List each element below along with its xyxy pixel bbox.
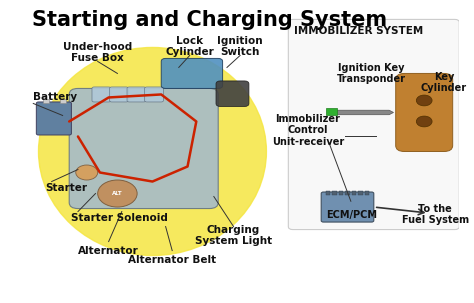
Circle shape xyxy=(98,180,137,207)
Bar xyxy=(365,191,369,195)
Text: Key
Cylinder: Key Cylinder xyxy=(421,72,467,93)
FancyBboxPatch shape xyxy=(161,58,223,88)
FancyBboxPatch shape xyxy=(36,102,72,135)
Text: Starter: Starter xyxy=(45,182,87,192)
FancyBboxPatch shape xyxy=(396,73,453,152)
Ellipse shape xyxy=(38,48,266,255)
Bar xyxy=(345,191,350,195)
Bar xyxy=(352,191,356,195)
Circle shape xyxy=(416,95,432,106)
FancyArrow shape xyxy=(328,110,393,115)
Text: IMMOBILIZER SYSTEM: IMMOBILIZER SYSTEM xyxy=(294,26,423,36)
FancyBboxPatch shape xyxy=(69,88,218,208)
FancyBboxPatch shape xyxy=(288,19,459,230)
Text: Alternator Belt: Alternator Belt xyxy=(128,255,216,265)
FancyBboxPatch shape xyxy=(92,87,111,102)
Bar xyxy=(339,191,343,195)
Circle shape xyxy=(76,165,98,180)
Text: Alternator: Alternator xyxy=(78,245,139,255)
Text: Ignition
Switch: Ignition Switch xyxy=(217,36,263,57)
FancyBboxPatch shape xyxy=(109,87,128,102)
Text: ECM/PCM: ECM/PCM xyxy=(327,210,377,220)
Bar xyxy=(43,99,49,103)
Bar xyxy=(326,191,330,195)
Text: Starter Solenoid: Starter Solenoid xyxy=(72,212,168,222)
Text: Under-hood
Fuse Box: Under-hood Fuse Box xyxy=(63,42,132,63)
Text: To the
Fuel System: To the Fuel System xyxy=(401,204,469,225)
FancyBboxPatch shape xyxy=(216,81,249,106)
Text: Immobilizer
Control
Unit-receiver: Immobilizer Control Unit-receiver xyxy=(272,114,344,147)
FancyBboxPatch shape xyxy=(127,87,146,102)
Text: Lock
Cylinder: Lock Cylinder xyxy=(165,36,214,57)
Text: Battery: Battery xyxy=(33,92,77,102)
Text: ALT: ALT xyxy=(112,191,123,196)
Circle shape xyxy=(416,116,432,127)
Bar xyxy=(326,108,337,115)
Text: Charging
System Light: Charging System Light xyxy=(195,225,272,246)
Bar xyxy=(332,191,337,195)
Text: Starting and Charging System: Starting and Charging System xyxy=(32,10,387,30)
Text: Ignition Key
Transponder: Ignition Key Transponder xyxy=(337,63,406,84)
FancyBboxPatch shape xyxy=(145,87,164,102)
Bar xyxy=(60,99,66,103)
FancyBboxPatch shape xyxy=(321,192,374,222)
Bar xyxy=(358,191,363,195)
